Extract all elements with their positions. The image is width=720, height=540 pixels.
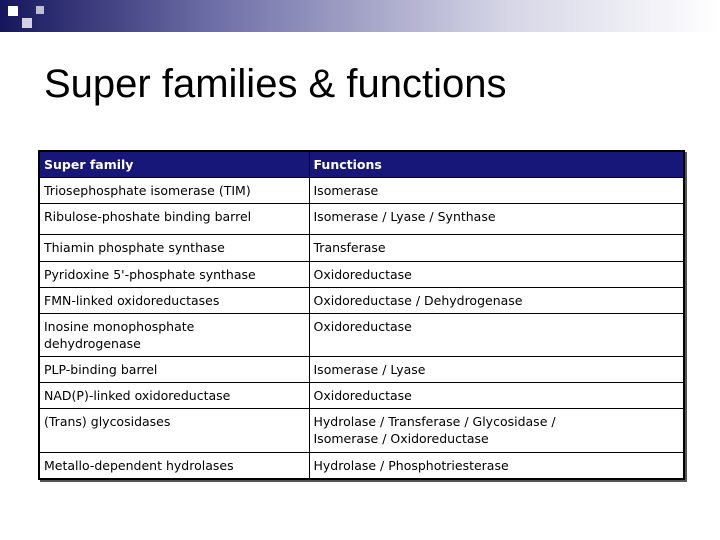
- table-cell: Metallo-dependent hydrolases: [38, 452, 310, 480]
- table-row: (Trans) glycosidases Hydrolase / Transfer…: [38, 408, 685, 453]
- table-cell: Isomerase / Lyase / Synthase: [308, 203, 685, 235]
- decor-square: [36, 6, 44, 14]
- table-cell: Oxidoreductase: [308, 382, 685, 409]
- table-cell: Isomerase: [308, 177, 685, 204]
- table-body: Triosephosphate isomerase (TIM) Isomerase…: [38, 177, 685, 480]
- table-row: Metallo-dependent hydrolases Hydrolase / …: [38, 452, 685, 480]
- table-cell: Ribulose-phoshate binding barrel: [38, 203, 310, 235]
- table-cell: Thiamin phosphate synthase: [38, 234, 310, 262]
- table-cell: NAD(P)-linked oxidoreductase: [38, 382, 310, 409]
- table-cell: Oxidoreductase: [308, 261, 685, 288]
- table-cell: FMN-linked oxidoreductases: [38, 287, 310, 314]
- table-cell: Hydrolase / Phosphotriesterase: [308, 452, 685, 480]
- table-row: Triosephosphate isomerase (TIM) Isomerase: [38, 177, 685, 204]
- table-cell: Isomerase / Lyase: [308, 356, 685, 383]
- table-cell: (Trans) glycosidases: [38, 408, 310, 453]
- table-row: Pyridoxine 5'-phosphate synthase Oxidored…: [38, 261, 685, 288]
- header-row: Super family Functions: [38, 150, 685, 178]
- column-header: Functions: [308, 150, 685, 178]
- header-band: [0, 0, 720, 32]
- table-cell: Oxidoreductase: [308, 313, 685, 357]
- table-cell: Hydrolase / Transferase / Glycosidase / …: [308, 408, 685, 453]
- table-cell: Transferase: [308, 234, 685, 262]
- table-row: Inosine monophosphate dehydrogenase Oxido…: [38, 313, 685, 357]
- table-row: Thiamin phosphate synthase Transferase: [38, 234, 685, 262]
- table-row: NAD(P)-linked oxidoreductase Oxidoreducta…: [38, 382, 685, 409]
- table-row: PLP-binding barrel Isomerase / Lyase: [38, 356, 685, 383]
- slide-title: Super families & functions: [44, 62, 507, 106]
- table-row: FMN-linked oxidoreductases Oxidoreductase…: [38, 287, 685, 314]
- column-header: Super family: [38, 150, 310, 178]
- decor-square: [8, 6, 18, 16]
- table-cell: PLP-binding barrel: [38, 356, 310, 383]
- table-row: Ribulose-phoshate binding barrel Isomeras…: [38, 203, 685, 235]
- table-cell: Triosephosphate isomerase (TIM): [38, 177, 310, 204]
- table-cell: Oxidoreductase / Dehydrogenase: [308, 287, 685, 314]
- families-table: Super family Functions Triosephosphate is…: [38, 150, 685, 480]
- decor-square: [22, 18, 32, 28]
- table-cell: Inosine monophosphate dehydrogenase: [38, 313, 310, 357]
- table-cell: Pyridoxine 5'-phosphate synthase: [38, 261, 310, 288]
